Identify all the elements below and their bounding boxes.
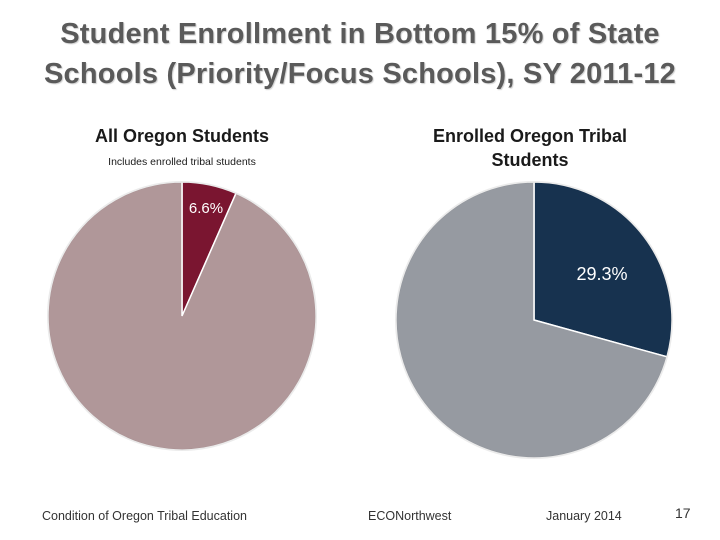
- right-pie-chart: 29.3%: [395, 181, 673, 459]
- slide-number: 17: [675, 505, 691, 521]
- pie-slice-bottom-15: [533, 181, 673, 358]
- footer-source: Condition of Oregon Tribal Education: [42, 509, 247, 523]
- pie-outline: [395, 181, 673, 459]
- left-pie-chart: 6.6%: [47, 181, 317, 451]
- footer-organization: ECONorthwest: [368, 509, 452, 523]
- left-chart-subtitle: Includes enrolled tribal students: [108, 156, 256, 168]
- pie-slice-other: [395, 181, 668, 459]
- pie-outline: [47, 181, 317, 451]
- pie-data-label: 29.3%: [576, 264, 627, 284]
- slide-title: Student Enrollment in Bottom 15% of Stat…: [20, 14, 700, 94]
- slide-title-line1: Student Enrollment in Bottom 15% of Stat…: [60, 18, 660, 50]
- pie-slice-other: [47, 181, 317, 451]
- right-chart-title: Enrolled Oregon Tribal Students: [432, 126, 628, 170]
- slide-title-line2: Schools (Priority/Focus Schools), SY 201…: [44, 58, 676, 90]
- left-chart-title: All Oregon Students: [94, 126, 269, 146]
- footer-date: January 2014: [546, 509, 622, 523]
- pie-data-label: 6.6%: [189, 200, 223, 217]
